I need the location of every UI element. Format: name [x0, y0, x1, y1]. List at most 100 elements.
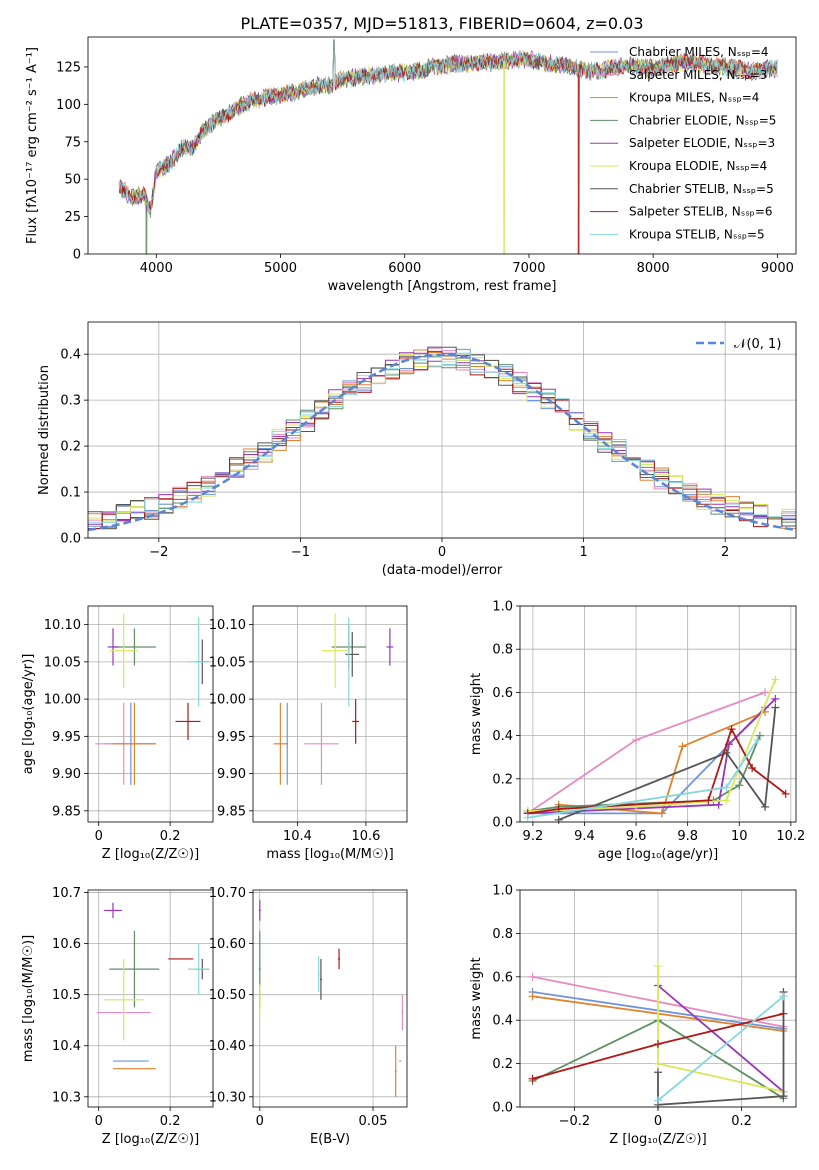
y-tick-label: 10.70	[209, 886, 246, 901]
chart-spectrum: 4000 5000 6000 7000 8000 9000 0 25 50 75 100 125 wav…	[25, 36, 797, 294]
axes-frame	[87, 889, 214, 1108]
y-tick-label: 0.8	[492, 927, 513, 942]
y-tick-label: 10.30	[209, 1090, 246, 1105]
plus-marker	[654, 1068, 662, 1077]
y-axis-label: age [log₁₀(age/yr)]	[21, 654, 36, 775]
data-point	[338, 948, 341, 970]
plus-marker	[678, 742, 687, 751]
y-tick-label: 9.90	[217, 767, 246, 782]
plus-marker	[722, 796, 731, 805]
data-point	[347, 617, 350, 707]
data-point	[107, 628, 119, 666]
y-tick-label: 9.95	[217, 730, 246, 745]
x-tick-label: 10.2	[776, 829, 805, 844]
plot-area	[523, 675, 790, 824]
x-tick-label: 9.2	[523, 829, 544, 844]
chart-residuals: −2 −1 0 1 2 0.0 0.1 0.2 0.3 0.4 (data-model)/error…	[37, 321, 797, 578]
weight-line	[558, 707, 777, 821]
plus-marker	[523, 813, 532, 822]
y-tick-label: 0.6	[492, 686, 513, 701]
x-tick-label: 0	[95, 1114, 103, 1129]
legend: 𝒩(0, 1)	[696, 337, 781, 352]
y-tick-label: 25	[64, 210, 81, 225]
weight-line	[527, 698, 777, 815]
y-axis-label: Flux [fλ10⁻¹⁷ erg cm⁻² s⁻¹ A⁻¹]	[25, 47, 40, 244]
axes-frame	[87, 36, 797, 255]
data-point	[304, 702, 339, 785]
data-point	[258, 900, 261, 921]
y-tick-label: 10.40	[209, 1039, 246, 1054]
data-point	[319, 958, 322, 1000]
data-point	[345, 632, 360, 677]
x-axis-label: Z [log₁₀(Z/Z☉)]	[102, 1132, 199, 1147]
data-point	[321, 613, 349, 688]
x-tick-label: 8000	[637, 261, 670, 276]
plus-marker	[632, 735, 641, 744]
y-tick-label: 0.2	[60, 440, 81, 455]
data-point	[113, 702, 156, 785]
y-tick-label: 0.2	[492, 772, 513, 787]
y-tick-label: 9.90	[52, 767, 81, 782]
grid	[253, 890, 407, 1107]
y-tick-label: 10.6	[52, 937, 81, 952]
y-axis-label: mass [log₁₀(M/M☉)]	[21, 935, 36, 1062]
histogram-step	[88, 346, 796, 530]
y-tick-label: 0.3	[60, 394, 81, 409]
plus-marker	[771, 675, 780, 684]
x-tick-label: 10	[731, 829, 748, 844]
legend-label: 𝒩(0, 1)	[734, 337, 781, 352]
y-tick-label: 10.05	[44, 655, 81, 670]
axes: −0.2 0 0.2 0.0 0.2 0.4 0.6 0.8 1.0 Z [log₁₀(Z/Z☉)…	[469, 884, 797, 1147]
axes-frame	[87, 321, 797, 539]
weight-line	[657, 984, 785, 1097]
plus-marker	[722, 783, 731, 792]
plus-marker	[779, 1092, 788, 1101]
grid	[253, 606, 407, 822]
data-point	[175, 702, 201, 741]
legend-label: Salpeter MILES, Nₛₛₚ=3	[629, 68, 767, 82]
plus-marker	[753, 735, 762, 744]
data-point	[104, 902, 122, 919]
x-tick-label: 0	[95, 829, 103, 844]
x-tick-label: 0	[654, 1114, 662, 1129]
plus-marker	[781, 789, 790, 798]
x-axis-label: mass [log₁₀(M/M☉)]	[266, 847, 393, 862]
plus-marker	[528, 972, 537, 981]
x-tick-label: 9000	[761, 261, 794, 276]
plot-area	[273, 613, 394, 785]
y-tick-label: 0.8	[492, 643, 513, 658]
data-point	[386, 628, 394, 666]
chart-mass-vs-EBV: 0 0.05 10.30 10.40 10.50 10.60 10.70 E(B-V)	[209, 886, 408, 1147]
x-tick-label: 0	[256, 1114, 264, 1129]
plus-marker	[528, 1074, 537, 1083]
y-tick-label: 0.0	[60, 532, 81, 547]
plus-marker	[554, 815, 563, 824]
data-point	[273, 702, 288, 785]
x-tick-label: 0	[438, 545, 446, 560]
data-point	[401, 994, 404, 1031]
plot-area	[95, 613, 210, 785]
x-tick-label: 7000	[512, 261, 545, 276]
legend-label: Kroupa ELODIE, Nₛₛₚ=4	[629, 159, 767, 173]
x-tick-label: 0.2	[731, 1114, 752, 1129]
y-tick-label: 10.00	[44, 693, 81, 708]
y-axis-label: Normed distribution	[37, 365, 52, 495]
plus-marker	[779, 1009, 788, 1018]
y-tick-label: 100	[56, 98, 81, 113]
x-tick-label: 0.05	[359, 1114, 388, 1129]
weight-line	[527, 679, 777, 813]
data-point	[188, 617, 210, 707]
data-point	[317, 956, 320, 993]
grid	[88, 606, 213, 822]
plus-marker	[755, 731, 764, 740]
axes: 4000 5000 6000 7000 8000 9000 0 25 50 75 100 125 wav…	[25, 36, 797, 294]
legend-label: Chabrier STELIB, Nₛₛₚ=5	[629, 182, 774, 196]
x-tick-label: −1	[291, 545, 310, 560]
plus-marker	[704, 796, 713, 805]
y-tick-label: 10.00	[209, 693, 246, 708]
plot-area	[528, 961, 788, 1109]
chart-mass-vs-Z: 0 0.2 10.3 10.4 10.5 10.6 10.7 Z [log₁₀(Z/Z☉)] m…	[21, 886, 214, 1147]
grid	[88, 890, 213, 1107]
plus-marker	[654, 961, 662, 970]
